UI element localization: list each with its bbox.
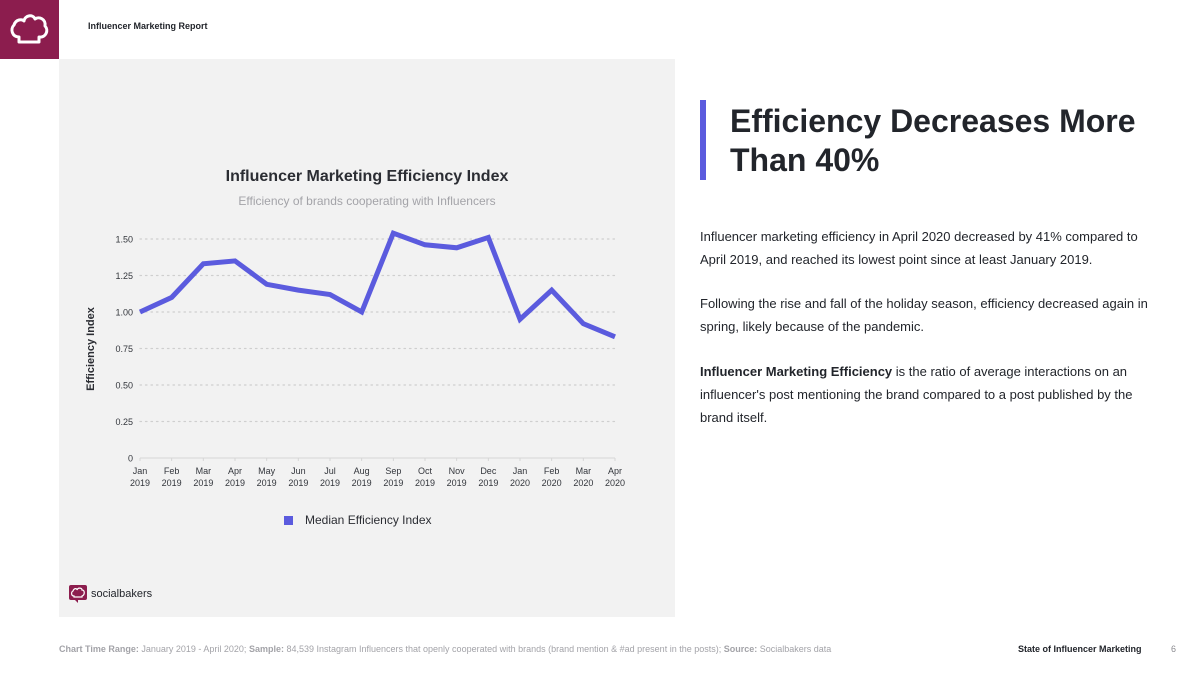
brand-logo: socialbakers [69, 585, 152, 603]
x-tick-label-year: 2019 [415, 478, 435, 488]
x-tick-label-month: May [258, 466, 276, 476]
y-tick-label: 0.25 [115, 417, 133, 427]
source-value: Socialbakers data [757, 644, 832, 654]
x-tick-label-month: Feb [544, 466, 560, 476]
chef-hat-icon [69, 585, 87, 603]
report-title: Influencer Marketing Report [88, 21, 208, 31]
headline: Efficiency Decreases More Than 40% [730, 103, 1136, 178]
y-tick-label: 0 [128, 454, 133, 464]
y-axis-label: Efficiency Index [85, 306, 97, 391]
page-number: 6 [1171, 644, 1177, 654]
x-tick-label-month: Feb [164, 466, 180, 476]
sample-value: 84,539 Instagram Influencers that openly… [283, 644, 724, 654]
series-line [138, 230, 616, 340]
x-tick-label-month: Jun [291, 466, 306, 476]
headline-accent-bar [700, 100, 706, 180]
x-tick-label-month: Apr [228, 466, 242, 476]
y-tick-label: 0.75 [115, 344, 133, 354]
x-tick-label-year: 2019 [225, 478, 245, 488]
x-tick-label-month: Jan [133, 466, 148, 476]
footer-report-name: State of Influencer Marketing [1018, 644, 1142, 654]
definition-text: is the ratio of average interactions on … [700, 364, 1133, 425]
x-tick-label-year: 2020 [605, 478, 625, 488]
x-tick-label-month: Jul [324, 466, 336, 476]
paragraph-holiday: Following the rise and fall of the holid… [700, 296, 1148, 334]
logo-box [0, 0, 59, 59]
x-tick-label-year: 2019 [193, 478, 213, 488]
chart-title: Influencer Marketing Efficiency Index [225, 168, 509, 185]
x-tick-label-year: 2019 [288, 478, 308, 488]
paragraph-definition: Influencer Marketing Efficiency is the r… [700, 360, 1150, 429]
x-tick-label-month: Nov [449, 466, 466, 476]
x-tick-label-year: 2019 [162, 478, 182, 488]
y-tick-label: 0.50 [115, 381, 133, 391]
chart-panel: Influencer Marketing Efficiency Index Ef… [59, 59, 675, 617]
x-tick-label-year: 2019 [447, 478, 467, 488]
chef-hat-icon [10, 14, 49, 44]
x-tick-label-month: Dec [480, 466, 497, 476]
efficiency-line-chart: 0 0.25 0.50 0.75 1.00 1.25 1.50 Efficiency Inde… [85, 230, 625, 488]
x-tick-label-year: 2020 [542, 478, 562, 488]
x-tick-label-month: Sep [385, 466, 401, 476]
legend-label: Median Efficiency Index [305, 513, 432, 527]
time-range-label: Chart Time Range: [59, 644, 139, 654]
sample-label: Sample: [248, 644, 284, 654]
definition-term: Influencer Marketing Efficiency [700, 364, 893, 379]
x-tick-label-year: 2019 [478, 478, 498, 488]
x-tick-label-month: Aug [354, 466, 370, 476]
x-tick-label-year: 2019 [257, 478, 277, 488]
source-label: Source: [723, 644, 758, 654]
y-tick-label: 1.50 [115, 235, 133, 245]
x-tick-label-month: Mar [576, 466, 592, 476]
footer-note: Chart Time Range: January 2019 - April 2… [59, 644, 831, 654]
chart-subtitle: Efficiency of brands cooperating with In… [238, 194, 496, 208]
x-tick-label-month: Jan [513, 466, 528, 476]
paragraph-decrease: Influencer marketing efficiency in April… [700, 229, 1138, 267]
x-tick-label-month: Mar [196, 466, 212, 476]
y-tick-label: 1.25 [115, 271, 133, 281]
chart-legend: Median Efficiency Index [284, 513, 432, 527]
legend-swatch [284, 515, 293, 525]
x-tick-label-year: 2019 [130, 478, 150, 488]
brand-name: socialbakers [91, 588, 153, 600]
x-tick-label-year: 2020 [573, 478, 593, 488]
x-tick-label-month: Oct [418, 466, 433, 476]
x-tick-label-month: Apr [608, 466, 622, 476]
x-tick-label-year: 2019 [352, 478, 372, 488]
x-tick-label-year: 2019 [320, 478, 340, 488]
y-tick-label: 1.00 [115, 308, 133, 318]
x-tick-label-year: 2019 [383, 478, 403, 488]
time-range-value: January 2019 - April 2020; [138, 644, 249, 654]
x-tick-label-year: 2020 [510, 478, 530, 488]
